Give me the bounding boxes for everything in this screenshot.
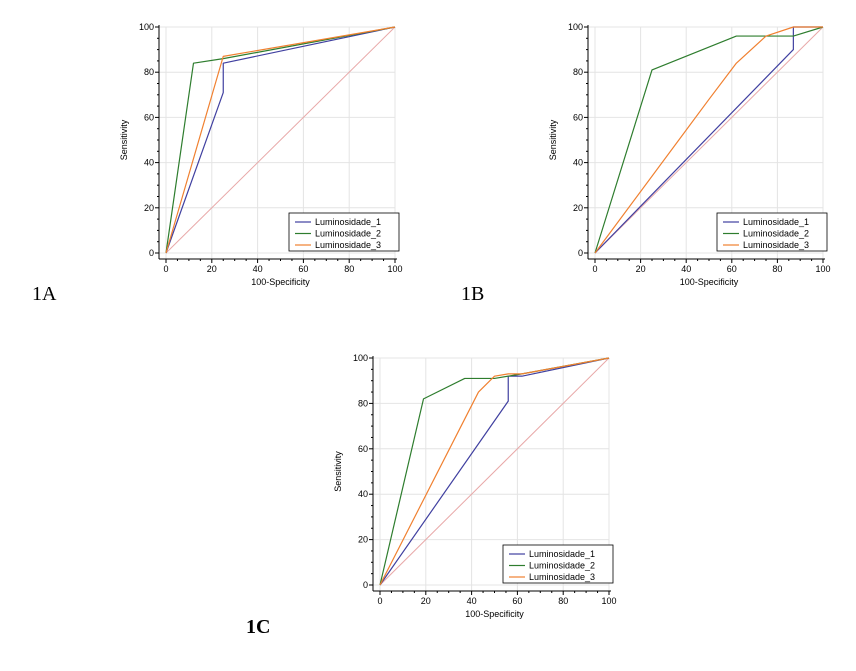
chart-2-xtick-label-0: 0 [592,264,597,274]
chart-2-xtick-label-3: 60 [727,264,737,274]
chart-1-xtick-label-4: 80 [344,264,354,274]
chart-2-x-axis-label: 100-Specificity [680,277,739,287]
chart-3-xtick-label-0: 0 [377,596,382,606]
chart-1-ytick-label-3: 60 [144,112,154,122]
chart-2-xtick-label-4: 80 [772,264,782,274]
chart-3-xtick-label-2: 40 [467,596,477,606]
chart-2-ytick-label-4: 80 [573,67,583,77]
chart-1-x-axis-label: 100-Specificity [251,277,310,287]
chart-1-xtick-label-5: 100 [387,264,402,274]
chart-2-xtick-label-1: 20 [636,264,646,274]
chart-1-ytick-label-5: 100 [139,22,154,32]
chart-2-xtick-label-5: 100 [815,264,830,274]
chart-3-xtick-label-5: 100 [601,596,616,606]
chart-1-xtick-label-3: 60 [298,264,308,274]
chart-1-legend-label-3: Luminosidade_3 [315,240,381,250]
chart-1-reference-line [165,26,396,254]
chart-1-series-1-line [165,26,396,254]
chart-2-ytick-label-5: 100 [568,22,583,32]
chart-3-series-3-line [379,357,610,586]
chart-3-ytick-label-3: 60 [358,444,368,454]
chart-3-ytick-label-5: 100 [353,353,368,363]
chart-1-ytick-label-1: 20 [144,203,154,213]
chart-2-ytick-label-3: 60 [573,112,583,122]
chart-2: 0 20 40 60 80 100 0 20 40 60 80 100 100-Specificity S… [548,22,831,287]
chart-1-legend-label-1: Luminosidade_1 [315,217,381,227]
chart-1-series-2-line [165,26,396,254]
chart-1-y-axis-label: Sensitivity [119,119,129,160]
chart-2-xtick-label-2: 40 [681,264,691,274]
panel-label-1c: 1C [246,616,271,638]
chart-1-ytick-label-0: 0 [149,248,154,258]
chart-3: 0 20 40 60 80 100 0 20 40 60 80 100 100-Specificity S… [333,353,617,619]
chart-2-legend-label-2: Luminosidade_2 [743,229,809,239]
chart-1-xtick-label-1: 20 [207,264,217,274]
chart-3-ytick-label-0: 0 [363,580,368,590]
chart-3-legend-label-3: Luminosidade_3 [529,572,595,582]
chart-1-xtick-label-2: 40 [253,264,263,274]
chart-2-legend-label-3: Luminosidade_3 [743,240,809,250]
chart-1-legend-label-2: Luminosidade_2 [315,229,381,239]
panel-label-1a: 1A [32,283,57,305]
panel-label-1b: 1B [461,283,485,305]
chart-3-y-axis-label: Sensitivity [333,451,343,492]
chart-2-reference-line [594,26,824,254]
chart-2-ytick-label-0: 0 [578,248,583,258]
chart-3-ytick-label-1: 20 [358,535,368,545]
chart-2-y-axis-label: Sensitivity [548,119,558,160]
chart-1-ytick-label-2: 40 [144,158,154,168]
chart-1-ytick-label-4: 80 [144,67,154,77]
chart-3-x-axis-label: 100-Specificity [465,609,524,619]
chart-3-ytick-label-4: 80 [358,398,368,408]
chart-1-xtick-label-0: 0 [163,264,168,274]
chart-2-ytick-label-2: 40 [573,158,583,168]
chart-3-legend-label-1: Luminosidade_1 [529,549,595,559]
chart-3-xtick-label-1: 20 [421,596,431,606]
chart-1: 0 20 40 60 80 100 0 20 40 60 80 100 100-Specificity S… [119,22,403,287]
chart-2-series-3-line [594,26,823,254]
chart-3-legend-label-2: Luminosidade_2 [529,561,595,571]
chart-2-legend-label-1: Luminosidade_1 [743,217,809,227]
chart-3-reference-line [379,357,610,586]
chart-2-series-2-line [594,26,824,254]
chart-3-xtick-label-4: 80 [558,596,568,606]
chart-1-series-3-line [165,26,396,254]
chart-2-ytick-label-1: 20 [573,203,583,213]
chart-3-xtick-label-3: 60 [512,596,522,606]
chart-3-ytick-label-2: 40 [358,489,368,499]
